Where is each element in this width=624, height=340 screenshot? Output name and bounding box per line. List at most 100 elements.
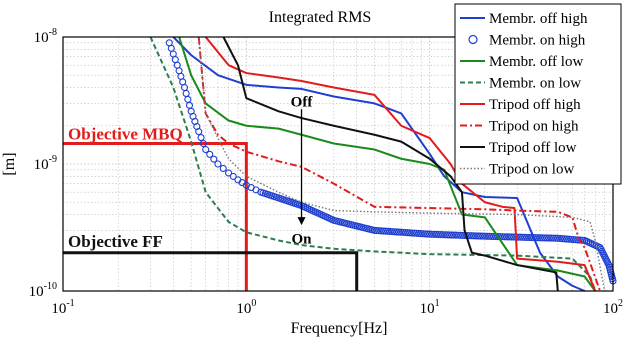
series-marker (434, 230, 443, 239)
series-marker (410, 229, 418, 237)
series-marker (487, 232, 496, 240)
series-marker (523, 233, 531, 241)
series-marker (399, 228, 407, 236)
series-marker (507, 233, 515, 241)
series-marker (202, 145, 210, 154)
series-marker (521, 233, 529, 241)
series-marker (538, 234, 546, 242)
series-marker (393, 228, 401, 236)
legend-label-membr-on-high: Membr. on high (489, 33, 586, 49)
series-membr-on-high (165, 39, 617, 285)
series-marker (576, 236, 584, 244)
series-marker (448, 231, 456, 239)
legend-label-membr-on-low: Membr. on low (489, 76, 581, 92)
x-tick-label: 101 (420, 298, 440, 317)
series-marker (498, 233, 507, 241)
legend-label-tripod-on-high: Tripod on high (489, 119, 579, 135)
series-marker (395, 228, 403, 236)
series-marker (370, 226, 379, 234)
series-marker (494, 233, 502, 241)
y-tick-label: 10-8 (34, 27, 57, 46)
series-marker (569, 236, 577, 244)
series-marker (567, 235, 575, 243)
series-marker (404, 229, 412, 237)
series-marker (412, 229, 420, 237)
annotation-on-label: On (292, 231, 313, 247)
series-marker (199, 139, 207, 148)
series-marker (381, 227, 390, 235)
series-marker (525, 233, 533, 242)
series-marker (219, 164, 227, 173)
series-marker (225, 169, 233, 177)
series-marker (423, 230, 432, 238)
tick-layer: 10-1 100 101 102 10-10 10-9 10-8 (29, 27, 623, 317)
legend-label-membr-off-low: Membr. off low (489, 54, 583, 70)
y-axis-label: [m] (1, 152, 18, 175)
series-layer (149, 36, 617, 292)
objective-ff-label: Objective FF (68, 232, 163, 251)
series-marker (375, 227, 383, 235)
series-marker (421, 230, 429, 238)
legend-box (454, 3, 622, 185)
objective-layer (63, 142, 359, 291)
series-marker (432, 230, 440, 239)
series-marker (503, 233, 511, 241)
series-marker (468, 232, 476, 240)
series-marker (560, 235, 569, 243)
objective-mbq-label: Objective MBQ (68, 125, 183, 144)
series-marker (516, 233, 524, 241)
objective-objective-mbq-line (63, 142, 248, 291)
series-marker (556, 234, 564, 243)
series-marker (386, 227, 394, 236)
series-marker (210, 155, 218, 163)
legend-label-tripod-off-high: Tripod off high (489, 97, 581, 113)
series-marker (481, 232, 489, 240)
series-marker (457, 231, 465, 239)
series-marker (379, 227, 387, 235)
series-marker (565, 235, 573, 243)
series-marker (450, 231, 458, 239)
series-marker (195, 128, 203, 136)
series-marker (390, 228, 398, 236)
off-on-arrow-head (297, 217, 306, 226)
series-marker (206, 150, 214, 158)
legend-label-tripod-off-low: Tripod off low (489, 140, 577, 156)
legend: Membr. off high Membr. on high Membr. off … (454, 3, 622, 185)
annotation-layer: Off On Objective MBQ Objective FF (68, 95, 313, 251)
series-membr-on-low-line (149, 36, 597, 292)
series-marker (483, 232, 491, 240)
series-marker (415, 229, 423, 237)
series-marker (532, 234, 540, 242)
series-marker (454, 231, 462, 239)
series-marker (536, 234, 544, 242)
series-marker (441, 231, 449, 239)
annotation-off-label: Off (291, 95, 314, 111)
series-marker (501, 233, 509, 241)
series-marker (472, 232, 480, 240)
series-marker (377, 227, 385, 235)
legend-swatch-membr-on-high (468, 34, 478, 45)
series-tripod-off-high-line (204, 36, 597, 292)
series-tripod-off-low-line (222, 36, 559, 292)
series-marker (373, 227, 381, 235)
legend-label-membr-off-high: Membr. off high (489, 11, 588, 27)
series-marker (474, 232, 482, 240)
series-marker (408, 229, 416, 237)
series-marker (401, 228, 409, 237)
series-marker (558, 235, 566, 243)
y-tick-label: 10-10 (29, 281, 57, 300)
series-marker (437, 231, 445, 239)
series-marker (452, 231, 460, 239)
series-marker (428, 230, 436, 238)
series-marker (534, 234, 542, 242)
series-marker (485, 232, 493, 240)
series-marker (547, 234, 555, 242)
chart-title: Integrated RMS (269, 9, 372, 26)
series-marker (426, 230, 434, 238)
series-marker (439, 231, 447, 239)
series-marker (419, 230, 427, 238)
series-tripod-on-low-line (198, 36, 606, 292)
series-marker (470, 232, 478, 240)
